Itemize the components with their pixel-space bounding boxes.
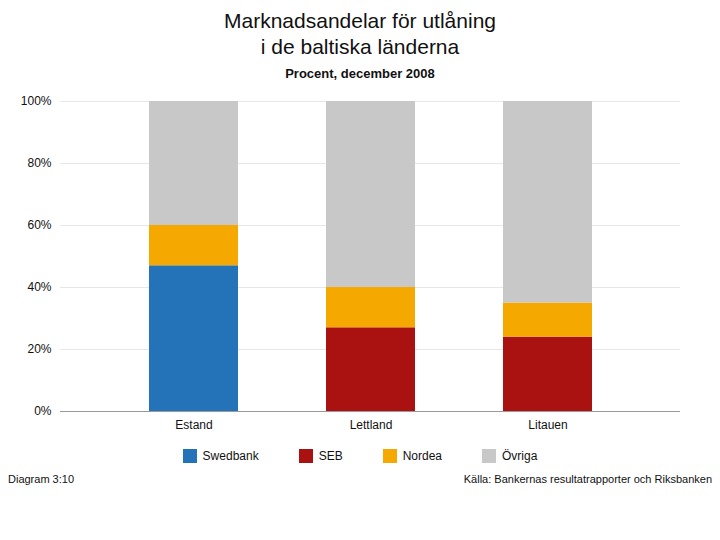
svg-text:20%: 20% bbox=[27, 342, 51, 356]
svg-text:Estand: Estand bbox=[175, 418, 212, 432]
html-text:SEB: SEB bbox=[318, 449, 343, 463]
html-text:Källa: Bankernas resultatrappo: Källa: Bankernas resultatrapporter och R… bbox=[463, 473, 712, 485]
svg-text:100%: 100% bbox=[21, 94, 52, 108]
svg-text:Lettland: Lettland bbox=[350, 418, 393, 432]
html-text:Procent, december 2008: Procent, december 2008 bbox=[285, 66, 435, 81]
svg-text:0%: 0% bbox=[34, 404, 52, 418]
html-text:i de baltiska länderna: i de baltiska länderna bbox=[260, 35, 460, 58]
svg-text:80%: 80% bbox=[27, 156, 51, 170]
html-text:Marknadsandelar för utlåning: Marknadsandelar för utlåning bbox=[224, 9, 496, 32]
html-text:Nordea: Nordea bbox=[402, 449, 442, 463]
html-text:Övriga: Övriga bbox=[502, 449, 538, 463]
svg-text:60%: 60% bbox=[27, 218, 51, 232]
html-text:Diagram 3:10: Diagram 3:10 bbox=[8, 473, 74, 485]
html-text:Swedbank: Swedbank bbox=[202, 449, 259, 463]
svg-text:Litauen: Litauen bbox=[528, 418, 567, 432]
svg-text:40%: 40% bbox=[27, 280, 51, 294]
